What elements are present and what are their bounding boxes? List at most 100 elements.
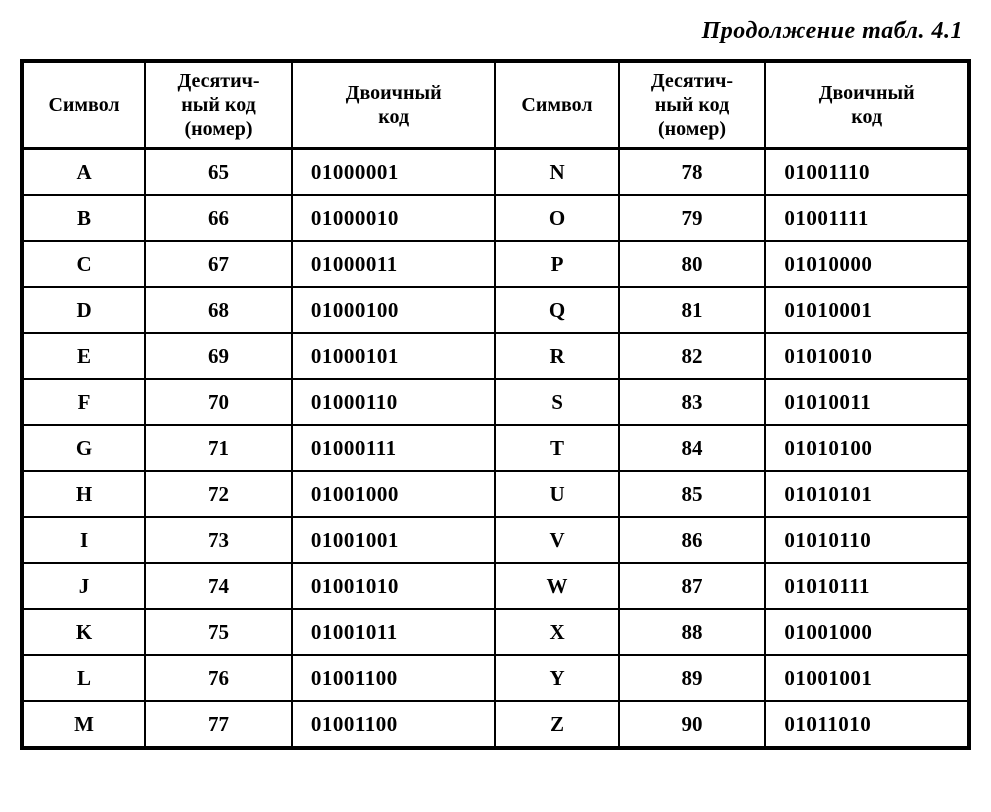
cell-symbol_l: E [22,333,145,379]
cell-binary_r: 01010110 [765,517,969,563]
table-row: K7501001011X8801001000 [22,609,969,655]
cell-decimal_l: 65 [145,149,292,196]
table-row: D6801000100Q8101010001 [22,287,969,333]
cell-binary_l: 01001000 [292,471,496,517]
cell-decimal_l: 73 [145,517,292,563]
cell-binary_l: 01000100 [292,287,496,333]
cell-decimal_r: 86 [619,517,766,563]
col-header-symbol-left: Символ [22,61,145,149]
cell-symbol_r: Q [495,287,618,333]
table-row: L7601001100Y8901001001 [22,655,969,701]
table-body: A6501000001N7801001110B6601000010O790100… [22,149,969,749]
cell-binary_r: 01010100 [765,425,969,471]
cell-binary_l: 01001100 [292,701,496,748]
cell-binary_r: 01001111 [765,195,969,241]
table-row: M7701001100Z9001011010 [22,701,969,748]
cell-symbol_l: L [22,655,145,701]
col-header-decimal-right: Десятич-ный код(номер) [619,61,766,149]
cell-decimal_r: 78 [619,149,766,196]
cell-symbol_r: U [495,471,618,517]
cell-symbol_r: Y [495,655,618,701]
cell-decimal_l: 69 [145,333,292,379]
cell-decimal_r: 90 [619,701,766,748]
cell-symbol_r: N [495,149,618,196]
cell-decimal_r: 84 [619,425,766,471]
cell-symbol_r: R [495,333,618,379]
cell-decimal_r: 82 [619,333,766,379]
cell-binary_r: 01010011 [765,379,969,425]
cell-decimal_l: 66 [145,195,292,241]
cell-binary_l: 01000111 [292,425,496,471]
table-row: G7101000111T8401010100 [22,425,969,471]
cell-binary_l: 01000001 [292,149,496,196]
cell-symbol_r: V [495,517,618,563]
cell-binary_l: 01000110 [292,379,496,425]
cell-decimal_r: 88 [619,609,766,655]
table-row: F7001000110S8301010011 [22,379,969,425]
col-header-decimal-left: Десятич-ный код(номер) [145,61,292,149]
cell-binary_l: 01001100 [292,655,496,701]
cell-symbol_l: I [22,517,145,563]
cell-decimal_l: 75 [145,609,292,655]
cell-binary_r: 01010111 [765,563,969,609]
cell-symbol_r: O [495,195,618,241]
cell-symbol_r: P [495,241,618,287]
col-header-binary-left: Двоичныйкод [292,61,496,149]
cell-symbol_l: G [22,425,145,471]
cell-binary_l: 01000010 [292,195,496,241]
table-row: B6601000010O7901001111 [22,195,969,241]
table-row: C6701000011P8001010000 [22,241,969,287]
cell-binary_r: 01001000 [765,609,969,655]
table-continuation-caption: Продолжение табл. 4.1 [20,18,963,45]
cell-binary_l: 01001001 [292,517,496,563]
cell-decimal_l: 77 [145,701,292,748]
cell-binary_r: 01010010 [765,333,969,379]
cell-symbol_r: X [495,609,618,655]
cell-decimal_l: 74 [145,563,292,609]
cell-binary_r: 01010000 [765,241,969,287]
cell-symbol_l: B [22,195,145,241]
col-header-binary-right: Двоичныйкод [765,61,969,149]
cell-binary_l: 01000011 [292,241,496,287]
cell-decimal_l: 76 [145,655,292,701]
cell-symbol_l: H [22,471,145,517]
cell-symbol_l: C [22,241,145,287]
cell-binary_r: 01011010 [765,701,969,748]
cell-binary_r: 01010001 [765,287,969,333]
cell-binary_r: 01001001 [765,655,969,701]
cell-symbol_r: T [495,425,618,471]
table-header-row: Символ Десятич-ный код(номер) Двоичныйко… [22,61,969,149]
cell-binary_r: 01001110 [765,149,969,196]
cell-symbol_r: Z [495,701,618,748]
cell-binary_r: 01010101 [765,471,969,517]
table-head: Символ Десятич-ный код(номер) Двоичныйко… [22,61,969,149]
cell-binary_l: 01001010 [292,563,496,609]
cell-symbol_l: J [22,563,145,609]
page: Продолжение табл. 4.1 Символ Десятич-ный… [0,0,991,770]
table-row: H7201001000U8501010101 [22,471,969,517]
cell-decimal_r: 83 [619,379,766,425]
cell-binary_l: 01000101 [292,333,496,379]
cell-binary_l: 01001011 [292,609,496,655]
table-row: E6901000101R8201010010 [22,333,969,379]
cell-decimal_r: 89 [619,655,766,701]
cell-decimal_r: 81 [619,287,766,333]
cell-decimal_l: 70 [145,379,292,425]
cell-decimal_r: 80 [619,241,766,287]
cell-decimal_r: 79 [619,195,766,241]
cell-symbol_r: W [495,563,618,609]
table-row: I7301001001V8601010110 [22,517,969,563]
col-header-symbol-right: Символ [495,61,618,149]
cell-decimal_r: 87 [619,563,766,609]
cell-symbol_l: A [22,149,145,196]
cell-symbol_l: F [22,379,145,425]
cell-symbol_l: D [22,287,145,333]
table-row: A6501000001N7801001110 [22,149,969,196]
cell-symbol_l: M [22,701,145,748]
cell-decimal_l: 71 [145,425,292,471]
ascii-table: Символ Десятич-ный код(номер) Двоичныйко… [20,59,971,750]
cell-decimal_l: 68 [145,287,292,333]
table-row: J7401001010W8701010111 [22,563,969,609]
cell-symbol_r: S [495,379,618,425]
cell-decimal_l: 72 [145,471,292,517]
